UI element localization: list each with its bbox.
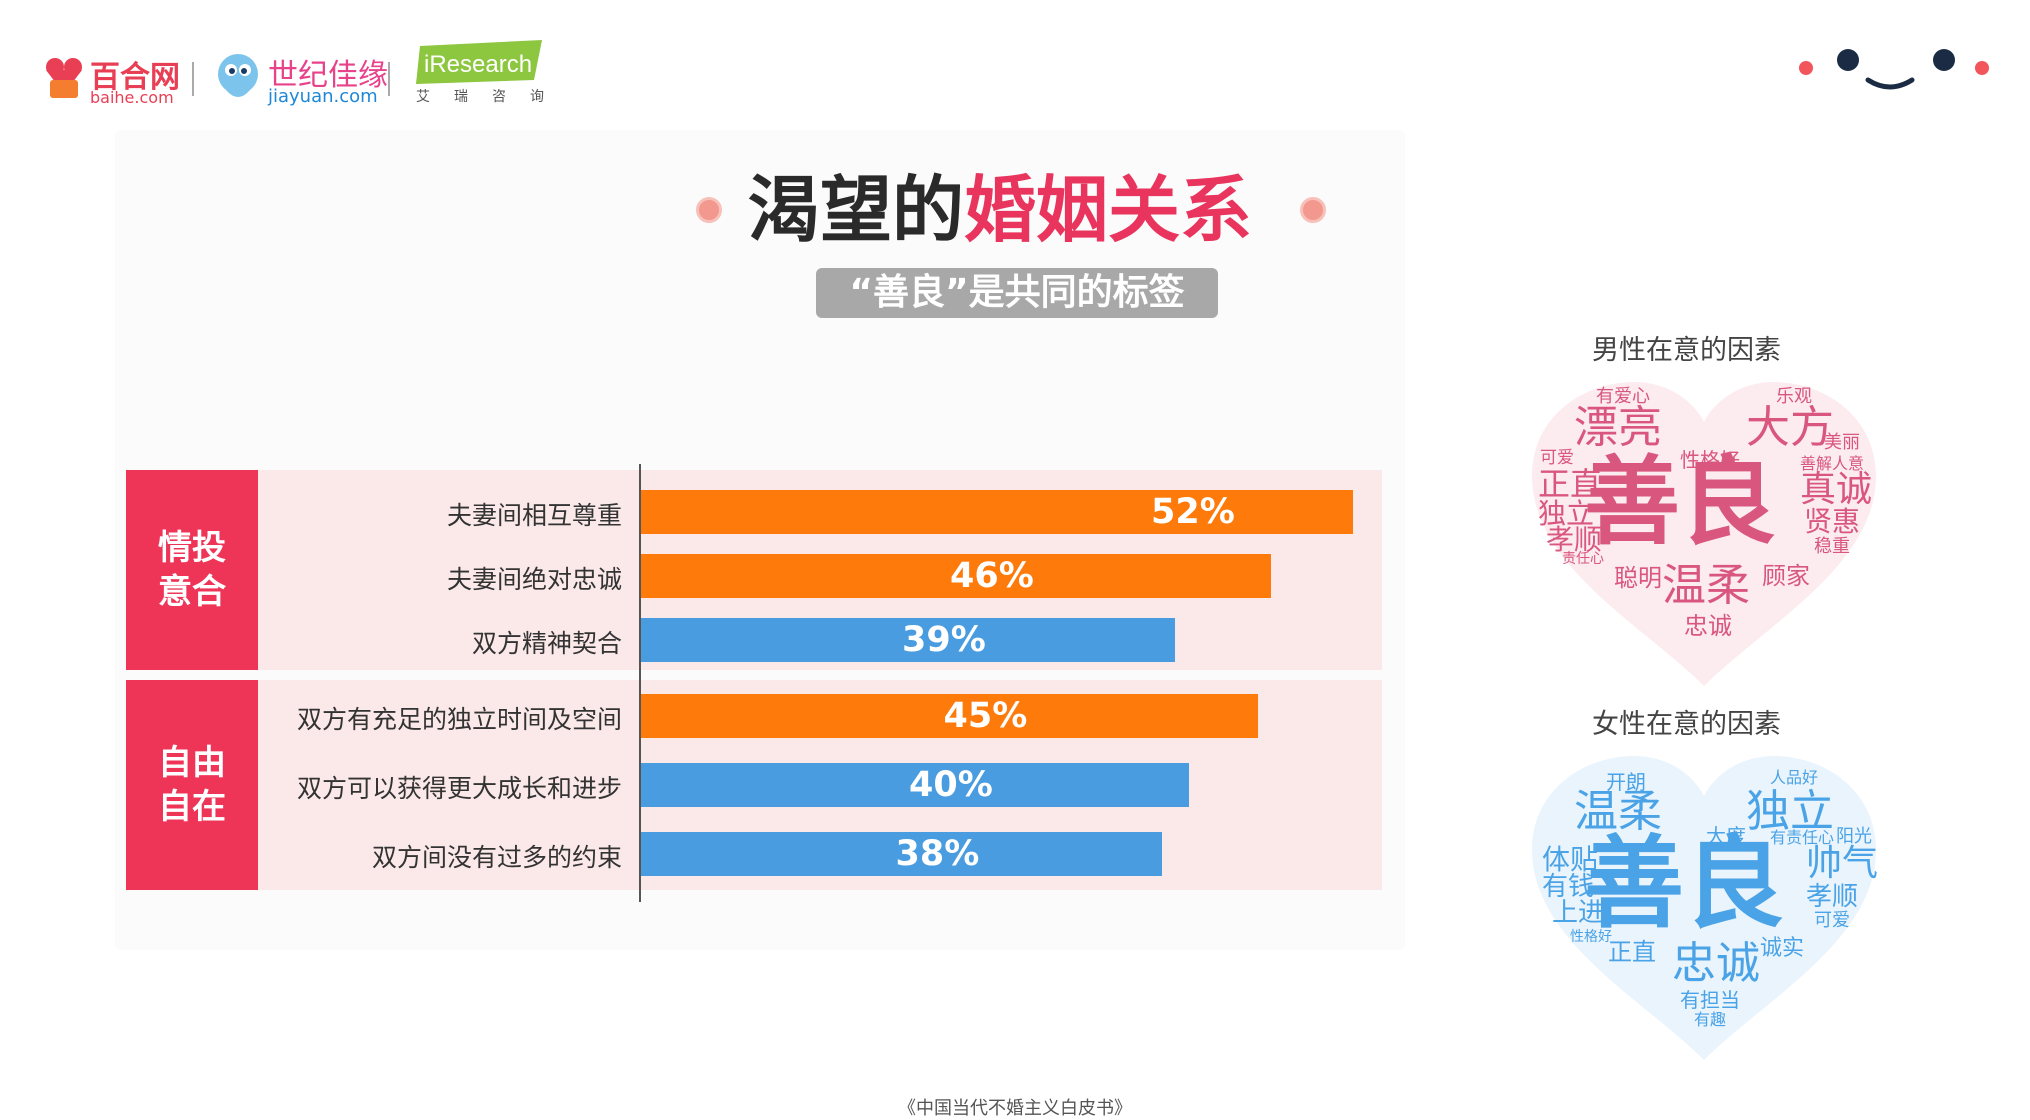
baihe-logo-url: baihe.com bbox=[90, 88, 174, 107]
male-word-cloud: 善良 大方 漂亮真诚温柔 正直 独立 孝顺 贤惠聪明 顾家忠诚 有爱心 乐观性格好 美丽 善解人意 可爱… bbox=[1524, 376, 1884, 696]
cloud-word: 阳光 bbox=[1836, 826, 1872, 847]
bar-value-label: 45% bbox=[943, 696, 1028, 736]
logo-divider bbox=[192, 62, 194, 96]
cloud-word: 独立 bbox=[1746, 786, 1834, 837]
logo-divider bbox=[388, 62, 390, 96]
cloud-word: 可爱 bbox=[1814, 910, 1850, 931]
page-subtitle: “善良”是共同的标签 bbox=[816, 268, 1218, 318]
category-label: 夫妻间绝对忠诚 bbox=[446, 565, 622, 594]
source-footnote: 《中国当代不婚主义白皮书》 bbox=[898, 1098, 1132, 1119]
female-cloud-title: 女性在意的因素 bbox=[1592, 709, 1781, 740]
cloud-word: 性格好 bbox=[1570, 929, 1612, 945]
bar bbox=[641, 490, 1353, 534]
bar-value-label: 38% bbox=[895, 834, 980, 874]
cloud-word: 独立 bbox=[1538, 497, 1595, 530]
bar bbox=[641, 694, 1258, 738]
cloud-word: 正直 bbox=[1608, 938, 1656, 966]
heart-shape-icon bbox=[1532, 756, 1876, 1060]
cloud-word: 贤惠 bbox=[1804, 505, 1861, 538]
cloud-word: 帅气 bbox=[1806, 843, 1879, 884]
cloud-word: 温柔 bbox=[1662, 560, 1750, 611]
jiayuan-logo-name: 世纪佳缘 bbox=[268, 58, 388, 93]
baihe-logo-name: 百合网 bbox=[90, 60, 180, 95]
cloud-word: 有爱心 bbox=[1596, 386, 1650, 407]
cloud-word: 有责任心 bbox=[1770, 828, 1835, 847]
page-title: 渴望的婚姻关系 bbox=[696, 170, 1336, 250]
cloud-word: 温柔 bbox=[1574, 786, 1662, 837]
bar bbox=[641, 763, 1189, 807]
iresearch-logo: iResearch bbox=[416, 40, 542, 84]
iresearch-logo-name: iResearch bbox=[424, 51, 532, 78]
cloud-word: 人品好 bbox=[1770, 768, 1819, 787]
cloud-word: 乐观 bbox=[1776, 386, 1812, 407]
smiley-face-icon bbox=[1799, 49, 1989, 90]
category-label: 夫妻间相互尊重 bbox=[446, 501, 622, 530]
cloud-word: 上进 bbox=[1552, 898, 1605, 928]
cloud-word: 忠诚 bbox=[1684, 612, 1732, 640]
bar bbox=[641, 554, 1271, 598]
category-label: 双方精神契合 bbox=[471, 629, 622, 658]
bar-value-label: 46% bbox=[950, 556, 1034, 596]
cloud-word: 开朗 bbox=[1606, 770, 1646, 794]
group-label: 情投 意合 bbox=[126, 470, 258, 670]
cloud-word: 真诚 bbox=[1800, 469, 1873, 510]
cloud-word: 性格好 bbox=[1680, 448, 1740, 472]
bar-value-label: 40% bbox=[909, 765, 993, 805]
cloud-word: 善良 bbox=[1584, 446, 1776, 558]
category-label: 双方可以获得更大成长和进步 bbox=[296, 774, 622, 803]
cloud-word: 有担当 bbox=[1680, 988, 1740, 1012]
cloud-word: 大度 bbox=[1706, 824, 1746, 848]
bar-value-label: 52% bbox=[1151, 492, 1235, 532]
category-label: 双方间没有过多的约束 bbox=[371, 843, 622, 872]
cloud-word: 聪明 bbox=[1614, 564, 1662, 592]
bar-chart: 情投 意合 夫妻间相互尊重 52% 夫妻间绝对忠诚 46% 双方精神契合 39% 自由 自在双… bbox=[126, 464, 1382, 902]
cloud-word: 漂亮 bbox=[1574, 402, 1662, 453]
category-label: 双方有充足的独立时间及空间 bbox=[296, 705, 622, 734]
baihe-logo-icon bbox=[46, 58, 82, 98]
bar bbox=[641, 832, 1162, 876]
logo-bar: 百合网 baihe.com 世纪佳缘 jiayuan.com iResearch… bbox=[42, 40, 562, 108]
chart-axis-line bbox=[639, 464, 641, 902]
title-dot-icon bbox=[696, 197, 722, 223]
heart-shape-icon bbox=[1532, 382, 1876, 686]
page-title-part1: 渴望的 bbox=[748, 168, 965, 252]
cloud-word: 有钱 bbox=[1542, 872, 1595, 902]
cloud-word: 善良 bbox=[1584, 825, 1784, 942]
cloud-word: 有趣 bbox=[1694, 1010, 1727, 1029]
cloud-word: 可爱 bbox=[1540, 448, 1574, 468]
cloud-word: 忠诚 bbox=[1672, 938, 1760, 989]
cloud-word: 顾家 bbox=[1762, 562, 1810, 590]
cloud-word: 稳重 bbox=[1814, 536, 1850, 557]
cloud-word: 正直 bbox=[1538, 465, 1603, 503]
group-label: 自由 自在 bbox=[126, 680, 258, 890]
cloud-word: 孝顺 bbox=[1546, 523, 1603, 556]
page-title-text: 渴望的婚姻关系 bbox=[748, 170, 1252, 250]
female-word-cloud: 善良 温柔 独立帅气 体贴 有钱 上进 孝顺忠诚 正直 诚实 开朗 人品好大度 有责任心 阳光可爱性格好… bbox=[1524, 750, 1884, 1070]
cloud-word: 体贴 bbox=[1542, 843, 1599, 876]
bar-value-label: 39% bbox=[902, 620, 986, 660]
male-cloud-title: 男性在意的因素 bbox=[1592, 335, 1781, 366]
page-title-part2: 婚姻关系 bbox=[964, 168, 1253, 252]
cloud-word: 责任心 bbox=[1562, 551, 1604, 567]
bar bbox=[641, 618, 1175, 662]
cloud-word: 大方 bbox=[1746, 402, 1834, 453]
cloud-word: 孝顺 bbox=[1806, 882, 1859, 912]
cloud-word: 善解人意 bbox=[1800, 454, 1865, 473]
jiayuan-logo-url: jiayuan.com bbox=[268, 86, 378, 107]
title-dot-icon bbox=[1300, 197, 1326, 223]
iresearch-logo-subtitle: 艾瑞咨询 bbox=[416, 89, 568, 105]
jiayuan-logo-icon bbox=[218, 54, 258, 97]
cloud-word: 诚实 bbox=[1760, 936, 1805, 961]
cloud-word: 美丽 bbox=[1824, 432, 1860, 453]
